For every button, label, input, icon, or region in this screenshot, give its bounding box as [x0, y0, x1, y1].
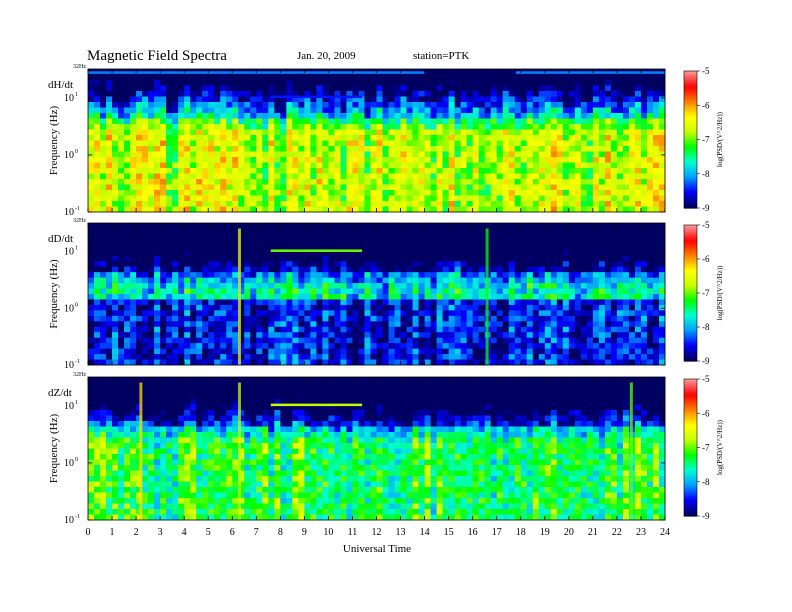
y-tick-label: 10 — [64, 207, 74, 218]
top-frequency-label: 32Hz — [73, 64, 86, 70]
y-tick-label: 10 — [64, 303, 74, 314]
x-tick-label: 1 — [110, 527, 115, 538]
y-tick-exponent: -1 — [75, 514, 80, 520]
colorbar-tick-label: -9 — [702, 356, 710, 366]
x-tick-label: 19 — [540, 527, 550, 538]
x-tick-label: 9 — [302, 527, 307, 538]
y-tick-label: 10 — [64, 247, 74, 258]
colorbar-label: log(PSD/(V^2/Hz)) — [716, 419, 724, 475]
colorbar-tick-label: -6 — [702, 254, 710, 264]
x-axis-label: Universal Time — [343, 543, 411, 555]
y-tick-exponent: 0 — [75, 149, 78, 155]
x-tick-label: 24 — [660, 527, 670, 538]
x-tick-label: 8 — [278, 527, 283, 538]
y-tick-exponent: 1 — [75, 246, 78, 252]
x-tick-label: 14 — [420, 527, 430, 538]
top-frequency-label: 32Hz — [73, 372, 86, 378]
tone-line — [515, 71, 665, 74]
colorbar-label: log(PSD/(V^2/Hz)) — [716, 111, 724, 167]
x-tick-label: 21 — [588, 527, 598, 538]
y-tick-label: 10 — [64, 93, 74, 104]
y-tick-exponent: 0 — [75, 457, 78, 463]
top-frequency-label: 32Hz — [73, 218, 86, 224]
colorbar-label: log(PSD/(V^2/Hz)) — [716, 265, 724, 321]
spectrogram-cells — [88, 223, 666, 366]
x-tick-label: 10 — [323, 527, 333, 538]
x-tick-label: 22 — [612, 527, 622, 538]
colorbar: -5 -6 -7 -8 -9 log(PSD/(V^2/Hz)) — [683, 374, 724, 521]
colorbar-tick-label: -6 — [702, 408, 710, 418]
x-tick-label: 23 — [636, 527, 646, 538]
y-tick-label: 10 — [64, 150, 74, 161]
y-tick-exponent: 1 — [75, 92, 78, 98]
burst-spike — [629, 382, 633, 520]
x-tick-label: 0 — [86, 527, 91, 538]
spectrogram-cells — [88, 377, 666, 521]
colorbar-tick-label: -7 — [702, 135, 710, 145]
y-tick-exponent: 1 — [75, 400, 78, 406]
colorbar-tick-label: -5 — [702, 220, 710, 230]
burst-spike — [485, 228, 489, 365]
x-tick-label: 17 — [492, 527, 502, 538]
y-tick-label: 10 — [64, 401, 74, 412]
tone-line — [270, 403, 363, 407]
y-tick-exponent: -1 — [75, 206, 80, 212]
colorbar-tick-label: -6 — [702, 100, 710, 110]
colorbar-tick-label: -9 — [702, 203, 710, 213]
colorbar-tick-label: -8 — [702, 477, 710, 487]
colorbar: -5 -6 -7 -8 -9 log(PSD/(V^2/Hz)) — [683, 220, 724, 366]
y-tick-label: 10 — [64, 515, 74, 526]
x-tick-label: 4 — [182, 527, 187, 538]
burst-spike — [237, 382, 241, 520]
station-label: station=PTK — [413, 50, 469, 62]
colorbar-tick-label: -9 — [702, 511, 710, 521]
panel-name: dZ/dt — [48, 387, 72, 399]
y-tick-label: 10 — [64, 360, 74, 371]
burst-spike — [139, 382, 143, 520]
x-tick-label: 20 — [564, 527, 574, 538]
colorbar-tick-label: -7 — [702, 288, 710, 298]
tone-line — [270, 249, 363, 252]
panel-name: dD/dt — [48, 233, 73, 245]
tone-line — [270, 95, 363, 99]
y-axis-label: Frequency (Hz) — [48, 414, 60, 484]
colorbar-tick-label: -7 — [702, 443, 710, 453]
x-tick-label: 12 — [372, 527, 382, 538]
x-tick-label: 13 — [396, 527, 406, 538]
y-tick-exponent: 0 — [75, 302, 78, 308]
colorbar-tick-label: -8 — [702, 322, 710, 332]
spectrogram-cells — [88, 69, 666, 213]
colorbar-tick-label: -5 — [702, 374, 710, 384]
y-axis-label: Frequency (Hz) — [48, 106, 60, 176]
panel-name: dH/dt — [48, 79, 73, 91]
x-tick-label: 7 — [254, 527, 259, 538]
x-tick-label: 6 — [230, 527, 235, 538]
x-axis: 0 1 2 3 4 5 6 7 8 9 10 11 12 13 14 15 16 17 18 19 20 21 22 23 24 — [86, 69, 670, 538]
y-tick-exponent: -1 — [75, 359, 80, 365]
x-tick-label: 11 — [348, 527, 358, 538]
burst-spike — [237, 228, 241, 365]
x-tick-label: 3 — [158, 527, 163, 538]
chart-title: Magnetic Field Spectra — [87, 48, 227, 64]
x-tick-label: 16 — [468, 527, 478, 538]
x-tick-label: 18 — [516, 527, 526, 538]
colorbar: -5 -6 -7 -8 -9 log(PSD/(V^2/Hz)) — [683, 66, 724, 213]
colorbar-tick-label: -8 — [702, 169, 710, 179]
colorbar-tick-label: -5 — [702, 66, 710, 76]
x-tick-label: 15 — [444, 527, 454, 538]
date-label: Jan. 20, 2009 — [297, 50, 356, 62]
y-axis-label: Frequency (Hz) — [48, 259, 60, 329]
x-tick-label: 2 — [134, 527, 139, 538]
x-tick-label: 5 — [206, 527, 211, 538]
y-tick-label: 10 — [64, 458, 74, 469]
